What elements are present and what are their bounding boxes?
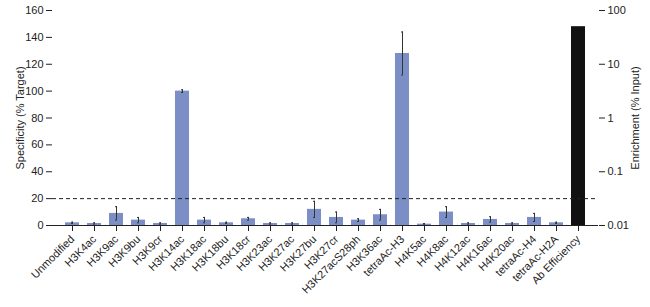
svg-text:H4K20ac: H4K20ac	[475, 232, 517, 274]
svg-text:H3K9ac: H3K9ac	[84, 232, 121, 269]
svg-text:H4K8ac: H4K8ac	[414, 232, 451, 269]
svg-text:H3K27bu: H3K27bu	[277, 232, 319, 274]
svg-text:Specificity (% Target): Specificity (% Target)	[14, 66, 26, 169]
svg-text:0: 0	[37, 219, 43, 231]
svg-text:80: 80	[31, 112, 43, 124]
svg-text:10: 10	[608, 58, 620, 70]
svg-text:H3K27acS28ph: H3K27acS28ph	[299, 232, 363, 296]
svg-text:H3K9cr: H3K9cr	[130, 232, 165, 268]
svg-text:1: 1	[608, 112, 614, 124]
svg-text:100: 100	[25, 85, 43, 97]
svg-text:100: 100	[608, 4, 626, 16]
svg-text:H4K5ac: H4K5ac	[392, 232, 429, 269]
svg-text:160: 160	[25, 4, 43, 16]
svg-text:H3K27ac: H3K27ac	[255, 232, 297, 274]
svg-text:60: 60	[31, 138, 43, 150]
svg-text:tetraAc-H2A: tetraAc-H2A	[509, 232, 561, 284]
svg-text:H4K16ac: H4K16ac	[453, 232, 495, 274]
svg-text:0.1: 0.1	[608, 165, 623, 177]
svg-text:40: 40	[31, 165, 43, 177]
svg-text:Unmodified: Unmodified	[28, 232, 77, 281]
svg-text:tetraAc-H4: tetraAc-H4	[492, 232, 539, 279]
svg-text:H4K12ac: H4K12ac	[431, 232, 473, 274]
svg-text:H3K18cr: H3K18cr	[213, 232, 253, 272]
svg-text:140: 140	[25, 31, 43, 43]
svg-text:H3K4ac: H3K4ac	[62, 232, 99, 269]
svg-text:H3K18ac: H3K18ac	[167, 232, 209, 274]
svg-text:0.01: 0.01	[608, 219, 629, 231]
svg-text:H3K14ac: H3K14ac	[145, 232, 187, 274]
svg-text:Ab Efficiency: Ab Efficiency	[529, 232, 583, 286]
svg-text:H3K23ac: H3K23ac	[233, 232, 275, 274]
svg-text:Enrichment (% Input): Enrichment (% Input)	[629, 66, 641, 169]
svg-text:H3K18bu: H3K18bu	[189, 232, 231, 274]
svg-text:H3K27cr: H3K27cr	[301, 232, 341, 272]
svg-text:H3K36ac: H3K36ac	[343, 232, 385, 274]
svg-text:tetraAc-H3: tetraAc-H3	[360, 232, 407, 279]
svg-text:120: 120	[25, 58, 43, 70]
svg-text:H3K9bu: H3K9bu	[105, 232, 143, 270]
svg-text:20: 20	[31, 192, 43, 204]
